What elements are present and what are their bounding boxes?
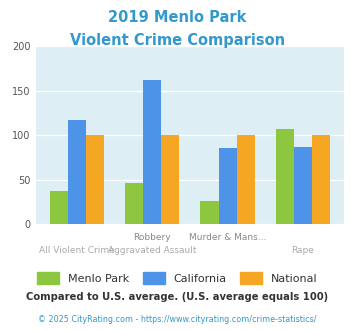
Text: Robbery: Robbery xyxy=(133,233,171,242)
Bar xyxy=(201,201,219,224)
Text: Rape: Rape xyxy=(291,246,315,255)
Bar xyxy=(312,135,330,224)
Text: Violent Crime Comparison: Violent Crime Comparison xyxy=(70,33,285,48)
Bar xyxy=(219,148,237,224)
Bar xyxy=(237,135,255,224)
Text: Murder & Mans...: Murder & Mans... xyxy=(189,233,266,242)
Text: 2019 Menlo Park: 2019 Menlo Park xyxy=(108,10,247,25)
Text: Compared to U.S. average. (U.S. average equals 100): Compared to U.S. average. (U.S. average … xyxy=(26,292,329,302)
Bar xyxy=(125,182,143,224)
Bar xyxy=(161,135,179,224)
Text: Aggravated Assault: Aggravated Assault xyxy=(108,246,197,255)
Bar xyxy=(68,120,86,224)
Bar xyxy=(86,135,104,224)
Text: © 2025 CityRating.com - https://www.cityrating.com/crime-statistics/: © 2025 CityRating.com - https://www.city… xyxy=(38,315,317,324)
Legend: Menlo Park, California, National: Menlo Park, California, National xyxy=(33,268,322,288)
Text: All Violent Crime: All Violent Crime xyxy=(39,246,115,255)
Bar xyxy=(50,190,68,224)
Bar xyxy=(276,129,294,224)
Bar xyxy=(294,147,312,224)
Bar xyxy=(143,80,161,224)
